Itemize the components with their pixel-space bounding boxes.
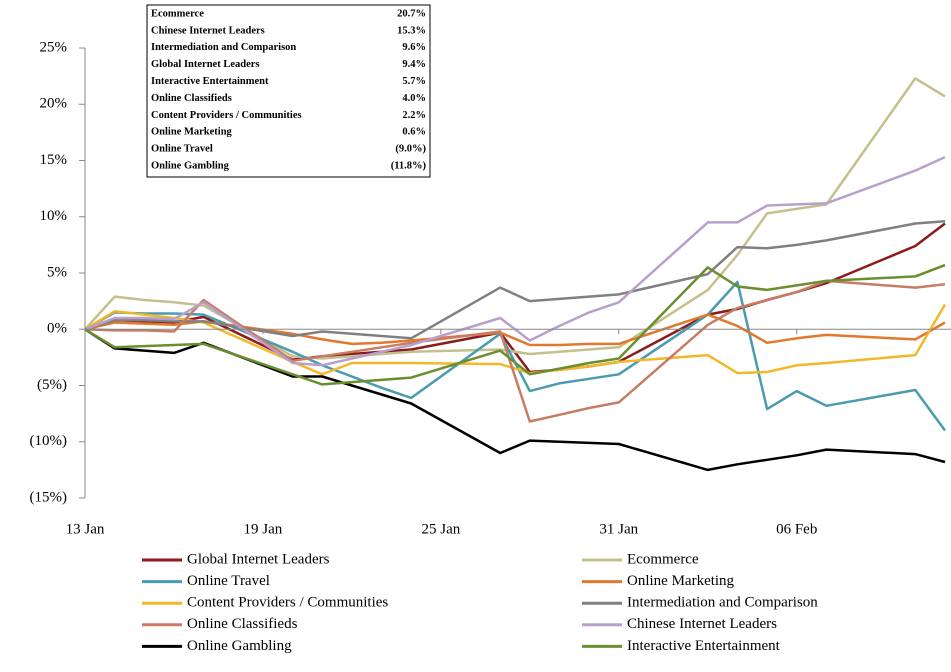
legend-label: Content Providers / Communities [187,595,388,611]
series-line [84,77,946,360]
legend-label: Ecommerce [627,551,699,567]
table-name: Online Classifieds [151,93,232,104]
table-value: 20.7% [397,8,426,19]
table-name: Online Travel [151,144,213,155]
y-tick-label: 20% [40,96,68,112]
table-value: 9.6% [402,42,426,53]
x-tick-label: 06 Feb [776,521,817,537]
legend-label: Online Classifieds [187,616,298,632]
y-tick-label: 5% [47,264,67,280]
table-value: (11.8%) [391,161,427,172]
table-name: Interactive Entertainment [151,76,269,87]
y-tick-label: 15% [40,152,68,168]
x-tick-label: 13 Jan [66,521,105,537]
table-value: 5.7% [402,76,426,87]
legend-label: Interactive Entertainment [627,638,781,654]
y-tick-label: 10% [40,208,68,224]
y-tick-label: 0% [47,321,67,337]
table-name: Ecommerce [151,8,204,19]
series-line [84,155,946,367]
series-line [84,222,946,374]
series-line [84,328,946,472]
y-tick-label: 25% [40,39,68,55]
table-value: 2.2% [402,110,426,121]
summary-table-frame [146,4,431,178]
table-value: 0.6% [402,127,426,138]
table-value: 15.3% [397,25,426,36]
y-tick-label: (10%) [30,433,68,449]
series-line [84,220,946,340]
series-line [84,280,947,432]
series-line [84,313,946,347]
table-name: Global Internet Leaders [151,59,260,70]
table-value: 9.4% [402,59,426,70]
legend-label: Chinese Internet Leaders [627,616,777,632]
table-name: Intermediation and Comparison [151,42,296,53]
y-tick-label: (5%) [37,377,67,393]
legend-label: Online Travel [187,573,270,589]
table-name: Online Marketing [151,127,233,138]
table-name: Content Providers / Communities [151,110,302,121]
table-value: 4.0% [402,93,426,104]
plot-area [84,77,947,472]
table-value: (9.0%) [395,144,426,155]
x-tick-label: 31 Jan [599,521,638,537]
series-line [84,279,946,423]
table-name: Online Gambling [151,161,230,172]
y-tick-label: (15%) [30,489,68,505]
series-line [84,263,946,386]
table-name: Chinese Internet Leaders [151,25,265,36]
x-tick-label: 19 Jan [244,521,283,537]
legend-label: Global Internet Leaders [187,551,330,567]
legend-label: Online Marketing [627,573,735,589]
legend-label: Online Gambling [187,638,292,654]
legend-label: Intermediation and Comparison [627,595,818,611]
x-tick-label: 25 Jan [421,521,460,537]
